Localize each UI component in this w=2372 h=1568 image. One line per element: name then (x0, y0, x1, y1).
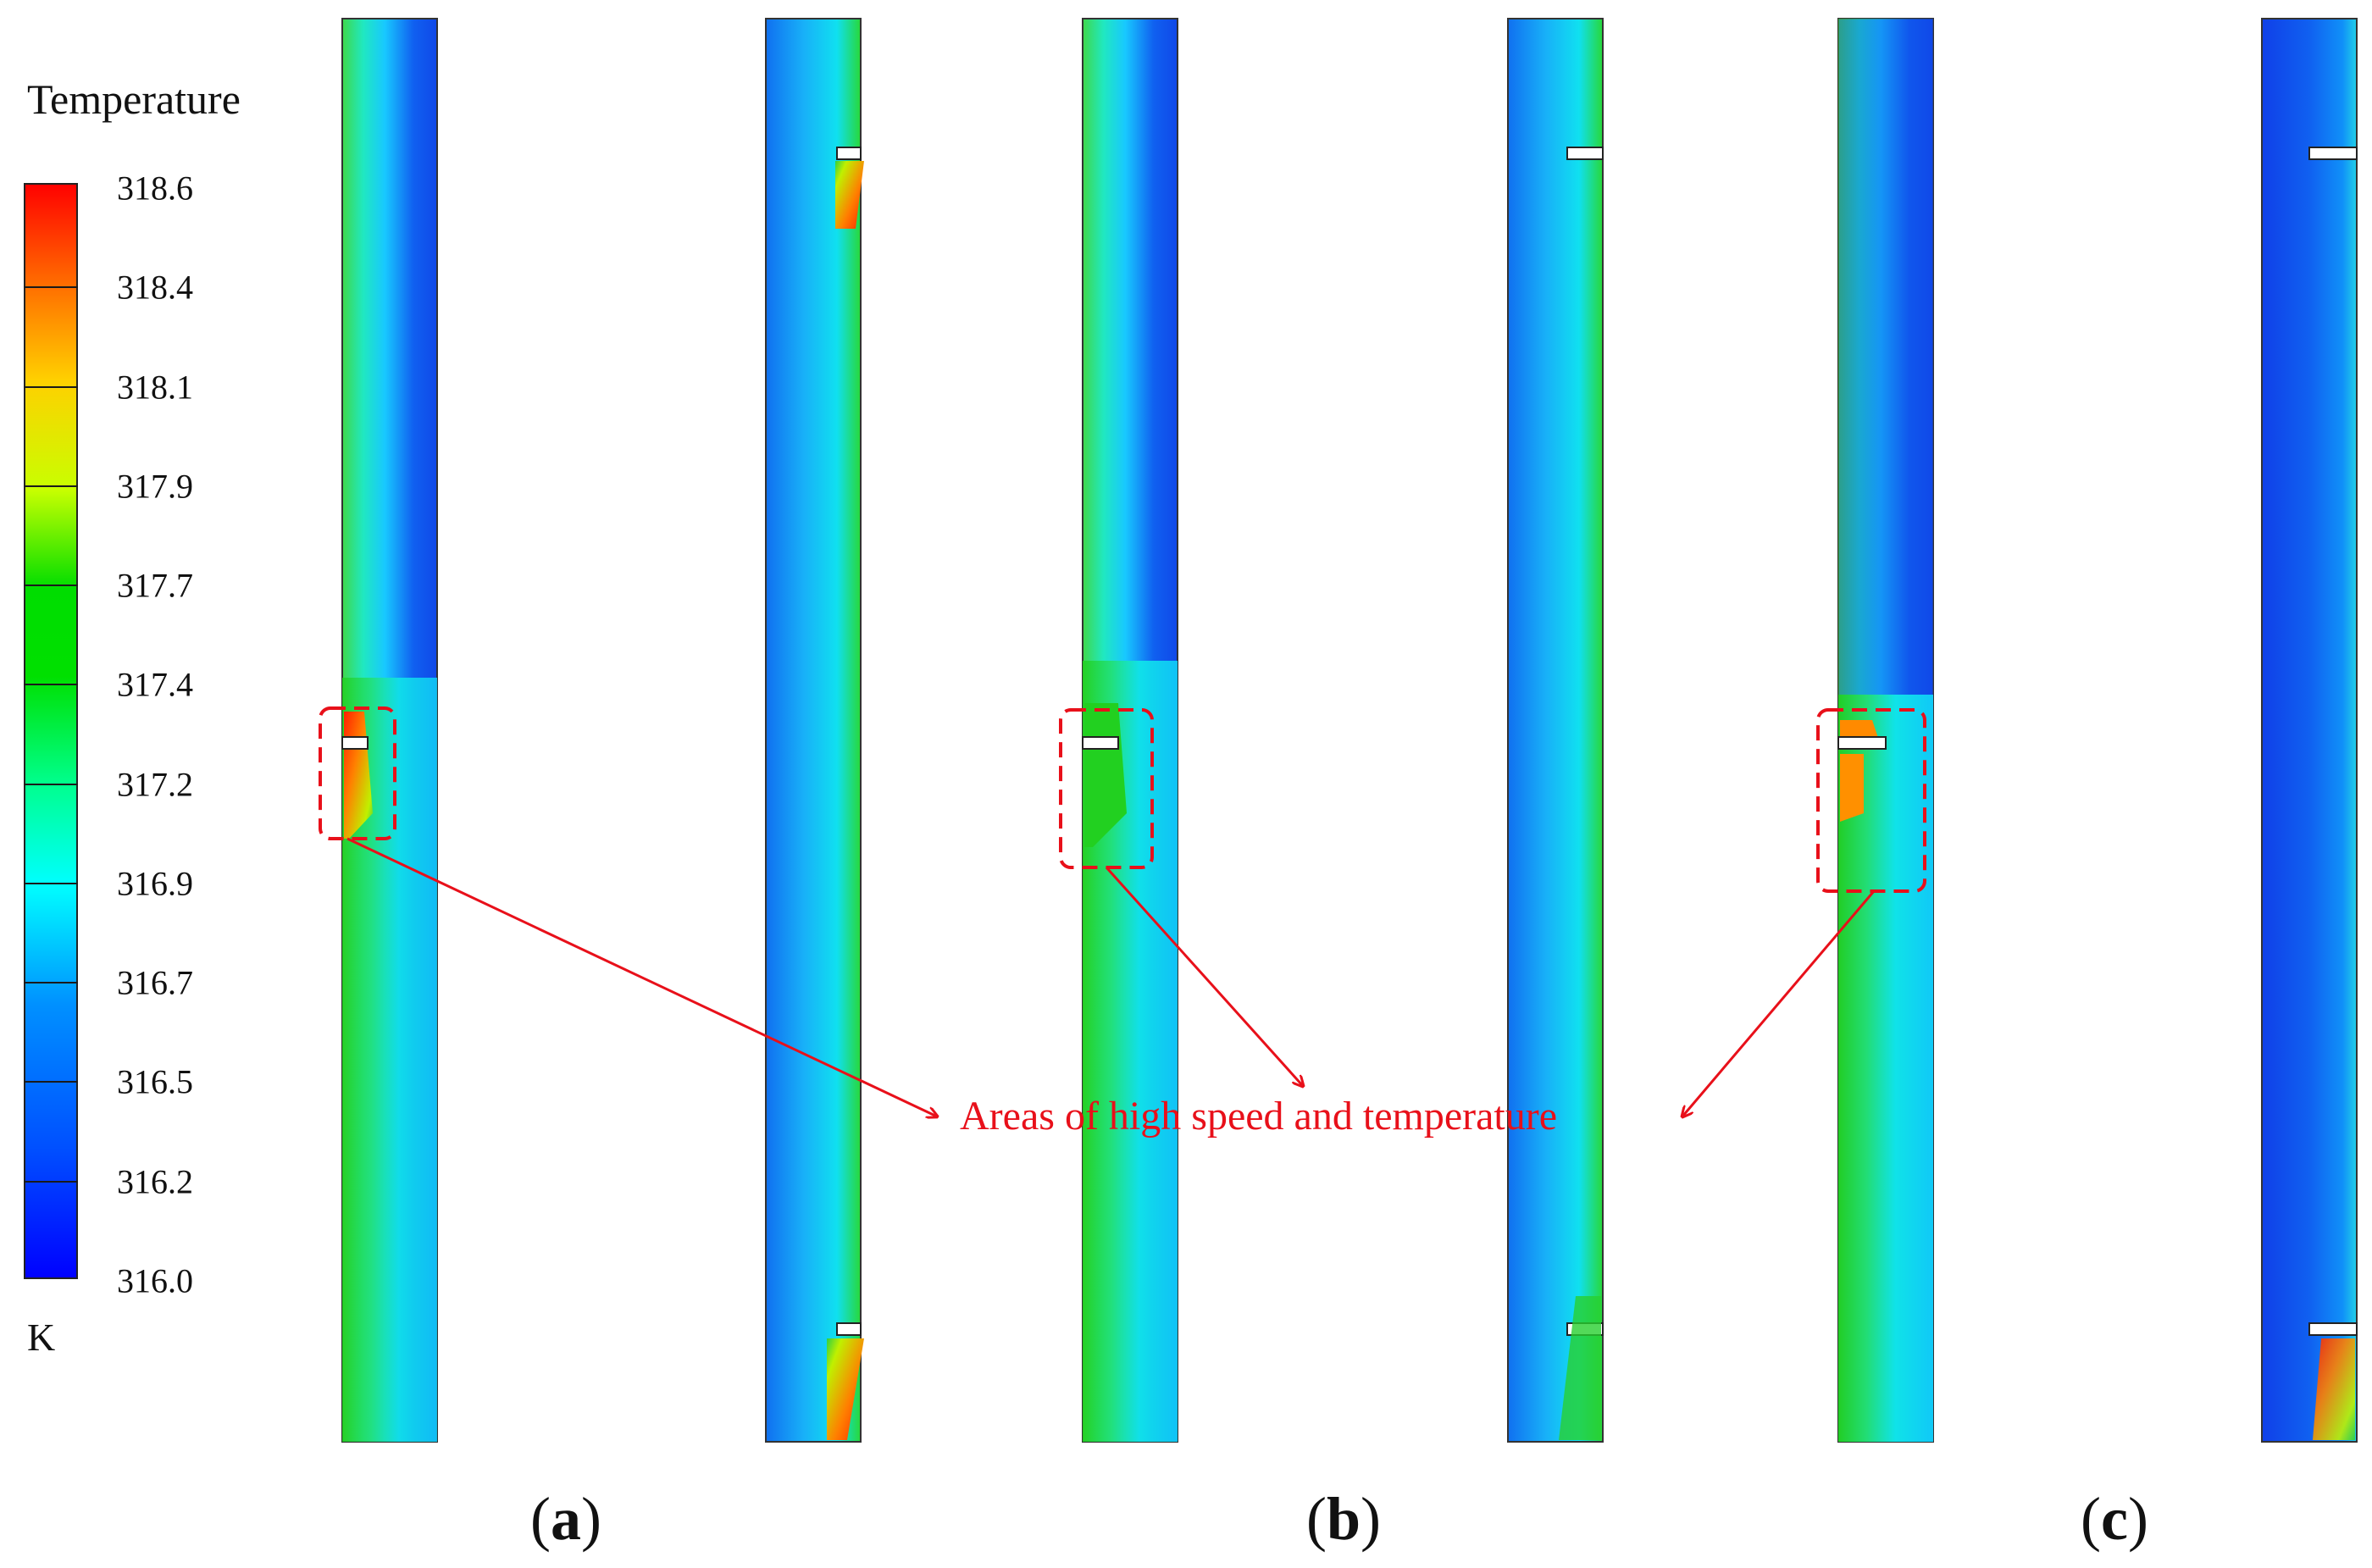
panel-b-right-channel (1507, 18, 1604, 1443)
legend-tick-label: 317.4 (117, 665, 193, 704)
panel-a-top-baffle (836, 147, 862, 160)
panel-label-a: (a) (530, 1484, 601, 1554)
panel-a-bottom-baffle (836, 1322, 862, 1336)
legend-tick-label: 318.4 (117, 268, 193, 307)
arrow-a (346, 837, 937, 1116)
panel-c-right-channel (2261, 18, 2358, 1443)
panel-label-b-close: ) (1361, 1485, 1382, 1553)
legend-tick-mark (24, 1180, 78, 1183)
legend-tick-mark (24, 982, 78, 984)
legend-tick-mark (24, 585, 78, 587)
panel-c-left-channel (1837, 18, 1934, 1443)
legend-tick-mark (24, 485, 78, 487)
panel-label-c: (c) (2081, 1484, 2148, 1554)
legend-tick-label: 317.2 (117, 765, 193, 804)
panel-label-b: (b) (1306, 1484, 1381, 1554)
panel-a-right-channel (765, 18, 864, 1443)
legend-unit: K (27, 1316, 56, 1359)
legend-tick-mark (24, 286, 78, 289)
panel-a-left-channel (341, 18, 438, 1443)
panel-b-left-channel (1082, 18, 1178, 1443)
legend-tick-label: 316.2 (117, 1162, 193, 1201)
panel-label-b-letter: b (1326, 1485, 1361, 1553)
legend-tick-label: 318.6 (117, 169, 193, 208)
legend-tick-mark (24, 385, 78, 388)
legend-tick-label: 316.9 (117, 864, 193, 903)
panel-label-a-open: ( (530, 1485, 551, 1553)
panel-c-baffle (1837, 736, 1887, 750)
legend-tick-mark (24, 684, 78, 686)
arrow-b (1105, 866, 1303, 1086)
panel-b-top-baffle (1566, 147, 1604, 160)
arrow-c (1682, 890, 1876, 1116)
panel-label-c-open: ( (2081, 1485, 2102, 1553)
legend-tick-mark (24, 783, 78, 785)
legend-tick-label: 317.7 (117, 566, 193, 605)
legend-tick-label: 316.0 (117, 1261, 193, 1300)
legend-tick-label: 316.5 (117, 1062, 193, 1101)
highlight-box-c (1816, 708, 1926, 893)
panel-a-baffle (341, 736, 369, 750)
annotation-text: Areas of high speed and temperature (960, 1094, 1558, 1139)
legend-bar-frame (24, 183, 78, 1279)
panel-label-a-close: ) (581, 1485, 601, 1553)
panel-c-top-baffle (2308, 147, 2358, 160)
legend-title: Temperature (27, 75, 241, 123)
legend-tick-label: 318.1 (117, 368, 193, 407)
legend-tick-mark (24, 1081, 78, 1083)
panel-b-baffle (1082, 736, 1119, 750)
panel-label-c-close: ) (2127, 1485, 2148, 1553)
legend-tick-label: 317.9 (117, 467, 193, 506)
legend-tick-label: 316.7 (117, 963, 193, 1002)
highlight-box-a (319, 706, 396, 840)
panel-label-a-letter: a (551, 1485, 581, 1553)
legend-tick-mark (24, 882, 78, 884)
panel-label-b-open: ( (1305, 1485, 1327, 1553)
panel-label-c-letter: c (2101, 1485, 2128, 1553)
panel-c-bottom-baffle (2308, 1322, 2358, 1336)
legend-color-bar (24, 183, 78, 1279)
